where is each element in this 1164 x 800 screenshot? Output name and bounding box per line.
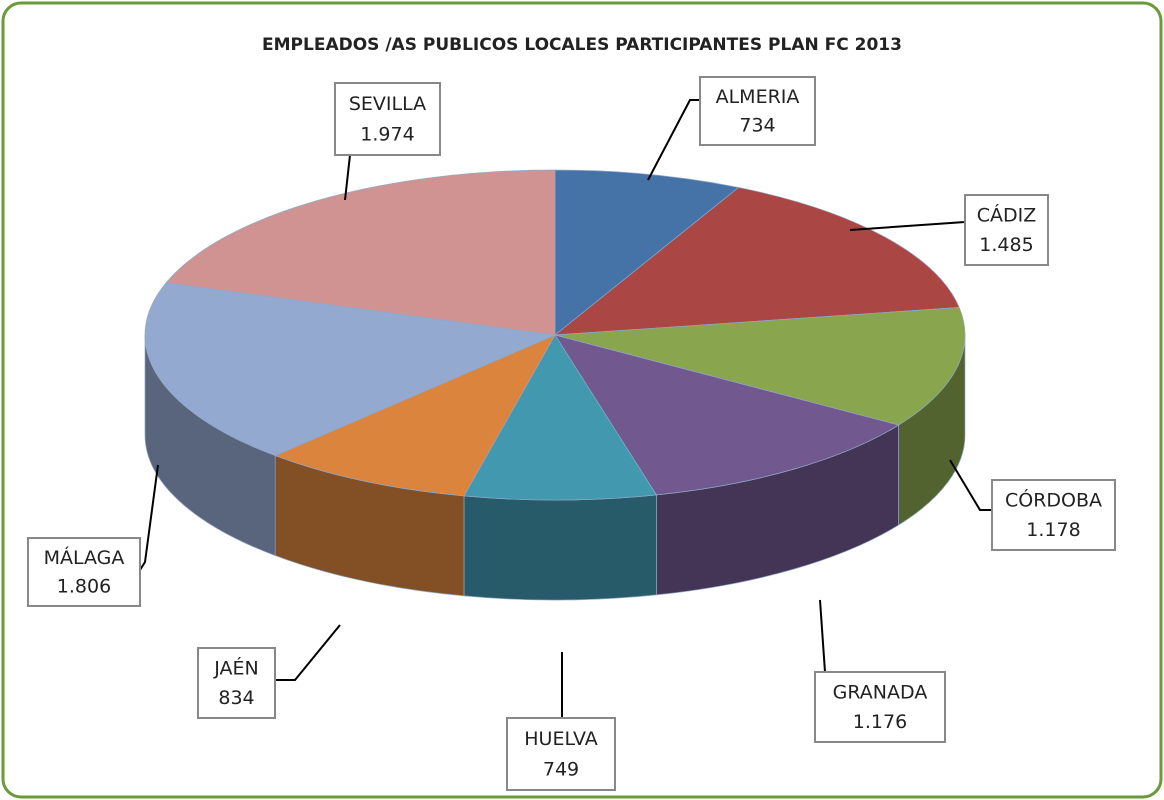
pie-slice: [144, 282, 557, 456]
label-box: [814, 671, 946, 743]
value-label: 1.806: [57, 575, 111, 597]
label-box: [197, 647, 276, 719]
pie-slice: [554, 169, 740, 336]
value-label: 734: [739, 114, 775, 136]
leader-line: [647, 99, 700, 181]
leader-line: [139, 464, 159, 571]
value-label: 1.974: [360, 123, 414, 145]
leader-line: [949, 459, 992, 511]
leader-line: [344, 154, 351, 201]
pie-slice: [463, 334, 657, 501]
label-box: [27, 537, 141, 607]
pie: [144, 169, 966, 601]
value-label: 1.178: [1026, 519, 1080, 541]
leader-line: [819, 599, 826, 673]
label-box: [699, 76, 816, 146]
pie-slice: [553, 187, 960, 336]
label-box: [506, 717, 616, 791]
category-label: MÁLAGA: [44, 546, 125, 569]
value-label: 749: [543, 758, 579, 780]
label-box: [991, 479, 1116, 551]
pie-slice: [554, 307, 966, 426]
category-label: SEVILLA: [349, 93, 426, 115]
category-label: CÓRDOBA: [1005, 488, 1102, 512]
pie-slice: [554, 334, 900, 496]
label-box: [964, 194, 1049, 266]
category-label: GRANADA: [833, 682, 928, 704]
pie-slice: [165, 169, 556, 336]
pie-slice-side: [463, 494, 657, 601]
leader-line: [275, 624, 341, 681]
chart-title: EMPLEADOS /AS PUBLICOS LOCALES PARTICIPA…: [262, 35, 902, 55]
label-box: [334, 82, 441, 156]
category-label: JAÉN: [213, 657, 259, 680]
labels: ALMERIA 734 CÁDIZ 1.485 CÓRDOBA 1.178 GRANADA 1…: [27, 76, 1116, 791]
pie-slice: [274, 334, 556, 497]
value-label: 1.485: [979, 234, 1033, 256]
category-label: HUELVA: [524, 728, 597, 750]
leader-line: [849, 221, 966, 231]
value-label: 834: [218, 687, 254, 709]
value-label: 1.176: [853, 711, 907, 733]
category-label: CÁDIZ: [977, 204, 1037, 227]
category-label: ALMERIA: [716, 86, 800, 108]
